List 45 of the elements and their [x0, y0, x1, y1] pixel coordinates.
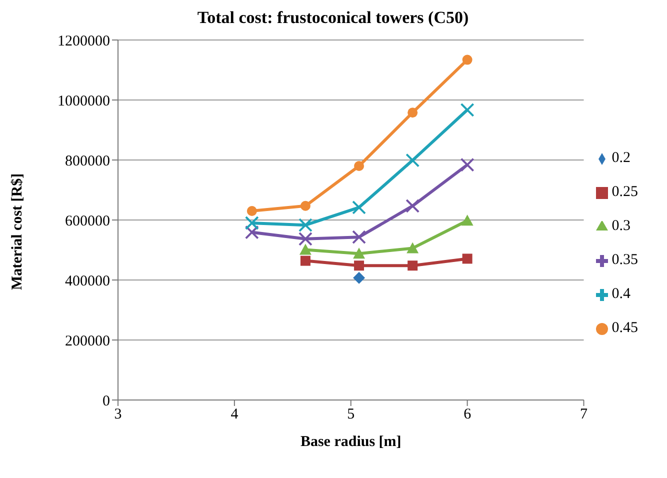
y-tick-label: 600000 — [65, 213, 110, 230]
point — [461, 214, 474, 226]
point — [300, 200, 310, 211]
legend-label: 0.25 — [612, 184, 638, 200]
point — [354, 161, 364, 171]
x-tick-label: 3 — [114, 406, 122, 423]
point — [408, 108, 418, 118]
point — [300, 256, 310, 266]
x-tick-label: 7 — [580, 406, 588, 423]
point — [244, 216, 259, 230]
y-tick-label: 1000000 — [58, 93, 110, 110]
y-tick-label: 800000 — [65, 153, 110, 170]
point — [244, 225, 259, 240]
y-tick-label: 1200000 — [58, 33, 110, 50]
x-tick-label: 4 — [230, 406, 239, 423]
y-tick-label: 0 — [102, 393, 110, 410]
chart-title: Total cost: frustoconical towers (C50) — [196, 8, 470, 28]
y-axis-title: Material cost [R$] — [9, 173, 26, 290]
legend-label: 0.2 — [612, 150, 630, 166]
point — [299, 244, 312, 255]
point — [354, 260, 364, 271]
point — [462, 54, 472, 65]
point — [298, 218, 312, 232]
point — [406, 242, 419, 254]
point — [406, 153, 420, 168]
point — [298, 232, 312, 246]
point — [352, 230, 366, 244]
point — [352, 200, 366, 214]
point — [462, 254, 472, 264]
legend-label: 0.3 — [612, 218, 630, 234]
x-tick-label: 6 — [464, 406, 472, 423]
point — [460, 158, 474, 172]
point — [353, 248, 366, 259]
legend-label: 0.35 — [612, 252, 638, 268]
x-axis-title: Base radius [m] — [300, 434, 402, 450]
legend-label: 0.45 — [612, 320, 638, 336]
y-tick-label: 400000 — [65, 273, 110, 290]
point — [406, 198, 420, 213]
point — [246, 206, 257, 216]
point — [460, 102, 474, 117]
point — [408, 260, 418, 271]
point — [353, 272, 366, 284]
legend-label: 0.4 — [612, 286, 630, 302]
y-tick-label: 200000 — [65, 333, 110, 350]
x-tick-label: 5 — [347, 406, 355, 423]
